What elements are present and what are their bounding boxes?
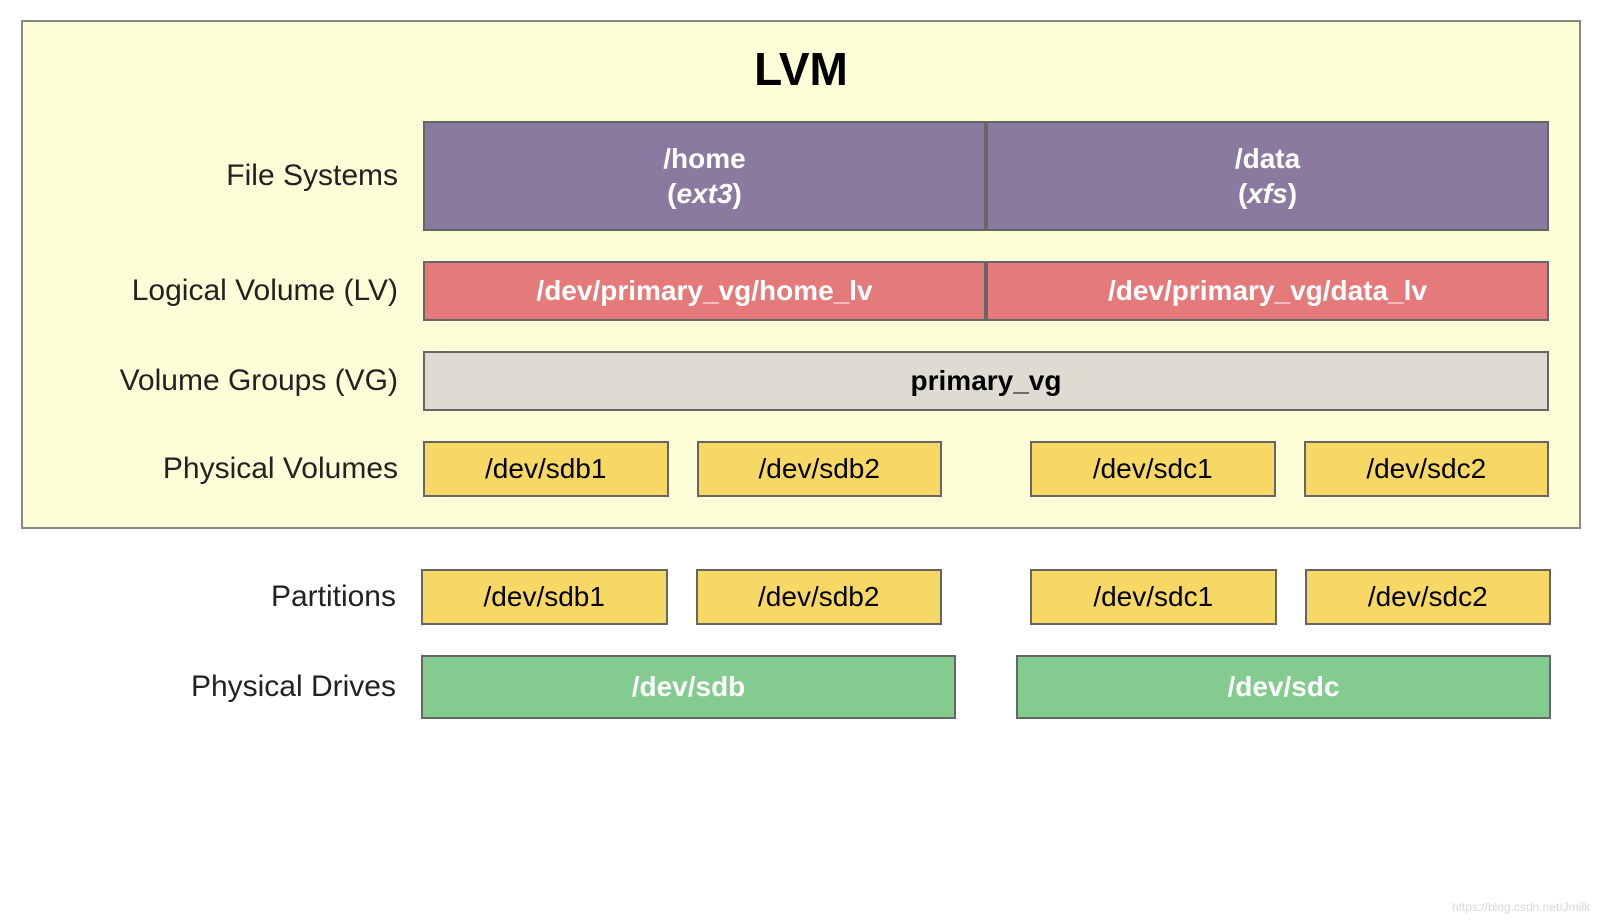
- file-systems-row: File Systems /home (ext3) /data (xfs): [53, 121, 1549, 231]
- physical-volumes-label: Physical Volumes: [53, 441, 423, 497]
- drive-group-sdb: /dev/sdb: [421, 655, 956, 719]
- pv-sdc1: /dev/sdc1: [1030, 441, 1276, 497]
- partitions-label: Partitions: [51, 569, 421, 625]
- below-lvm-section: Partitions /dev/sdb1 /dev/sdb2 /dev/sdc1…: [21, 529, 1581, 719]
- pv-group-sdb: /dev/sdb1 /dev/sdb2: [423, 441, 942, 497]
- lvm-diagram: LVM File Systems /home (ext3) /data (xfs…: [21, 20, 1581, 719]
- part-group-sdb: /dev/sdb1 /dev/sdb2: [421, 569, 942, 625]
- part-sdc2: /dev/sdc2: [1305, 569, 1552, 625]
- logical-volume-row: Logical Volume (LV) /dev/primary_vg/home…: [53, 261, 1549, 321]
- logical-volume-label: Logical Volume (LV): [53, 261, 423, 321]
- fs-type: (xfs): [1238, 176, 1297, 211]
- lvm-container: LVM File Systems /home (ext3) /data (xfs…: [21, 20, 1581, 529]
- watermark-text: https://blog.csdn.net/Jmilk: [1452, 900, 1590, 914]
- part-sdc1: /dev/sdc1: [1030, 569, 1277, 625]
- volume-group-row: Volume Groups (VG) primary_vg: [53, 351, 1549, 411]
- volume-group-boxes: primary_vg: [423, 351, 1549, 411]
- volume-group-label: Volume Groups (VG): [53, 351, 423, 411]
- part-sdb2: /dev/sdb2: [696, 569, 943, 625]
- physical-drives-row: Physical Drives /dev/sdb /dev/sdc: [51, 655, 1551, 719]
- part-group-sdc: /dev/sdc1 /dev/sdc2: [1030, 569, 1551, 625]
- fs-type: (ext3): [667, 176, 742, 211]
- drive-sdb: /dev/sdb: [421, 655, 956, 719]
- pv-group-sdc: /dev/sdc1 /dev/sdc2: [1030, 441, 1549, 497]
- fs-mount: /data: [1235, 141, 1300, 176]
- fs-home: /home (ext3): [423, 121, 986, 231]
- pv-sdb1: /dev/sdb1: [423, 441, 669, 497]
- physical-volumes-boxes: /dev/sdb1 /dev/sdb2 /dev/sdc1 /dev/sdc2: [423, 441, 1549, 497]
- part-sdb1: /dev/sdb1: [421, 569, 668, 625]
- physical-volumes-row: Physical Volumes /dev/sdb1 /dev/sdb2 /de…: [53, 441, 1549, 497]
- logical-volume-boxes: /dev/primary_vg/home_lv /dev/primary_vg/…: [423, 261, 1549, 321]
- fs-mount: /home: [663, 141, 745, 176]
- fs-data: /data (xfs): [986, 121, 1549, 231]
- physical-drives-label: Physical Drives: [51, 655, 421, 719]
- lv-home: /dev/primary_vg/home_lv: [423, 261, 986, 321]
- diagram-title: LVM: [53, 42, 1549, 96]
- partitions-boxes: /dev/sdb1 /dev/sdb2 /dev/sdc1 /dev/sdc2: [421, 569, 1551, 625]
- pv-sdc2: /dev/sdc2: [1304, 441, 1550, 497]
- drive-sdc: /dev/sdc: [1016, 655, 1551, 719]
- drive-group-sdc: /dev/sdc: [1016, 655, 1551, 719]
- pv-sdb2: /dev/sdb2: [697, 441, 943, 497]
- file-systems-boxes: /home (ext3) /data (xfs): [423, 121, 1549, 231]
- lv-data: /dev/primary_vg/data_lv: [986, 261, 1549, 321]
- partitions-row: Partitions /dev/sdb1 /dev/sdb2 /dev/sdc1…: [51, 569, 1551, 625]
- file-systems-label: File Systems: [53, 121, 423, 231]
- physical-drives-boxes: /dev/sdb /dev/sdc: [421, 655, 1551, 719]
- vg-primary: primary_vg: [423, 351, 1549, 411]
